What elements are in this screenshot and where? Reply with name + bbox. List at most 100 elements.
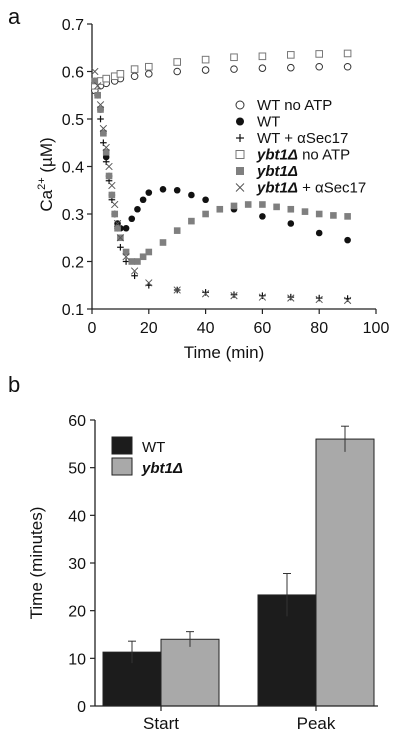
data-point <box>173 227 181 234</box>
line-chart-calcium: 0.1 0.2 0.3 0.4 0.5 0.6 0.7 0 20 40 60 80 100 Time (m… <box>36 17 390 362</box>
data-point <box>230 202 238 210</box>
data-point <box>201 66 210 74</box>
data-point <box>287 220 295 227</box>
x-tick-label: 100 <box>363 320 390 337</box>
y-axis-label: Ca2+ (µM) <box>36 137 56 211</box>
data-point <box>201 55 210 64</box>
y-tick-label: 20 <box>68 604 86 621</box>
legend-label: ybt1Δ no ATP <box>256 147 350 164</box>
data-point <box>139 253 147 261</box>
data-point <box>122 258 130 265</box>
y-tick-label: 60 <box>68 413 86 430</box>
y-tick-label: 30 <box>68 556 86 573</box>
data-point <box>315 210 323 218</box>
data-point <box>258 52 267 61</box>
data-point <box>134 205 141 213</box>
data-point <box>114 224 121 232</box>
bar-chart-timing: 0 10 20 30 40 50 60 Start Peak Time (minutes) WT yb… <box>27 413 378 733</box>
data-point <box>122 248 130 256</box>
data-point <box>130 267 139 275</box>
bar-peak-ybt1 <box>315 438 375 707</box>
data-point <box>130 65 139 73</box>
y-tick-label: 0 <box>77 699 86 716</box>
data-point <box>128 258 136 265</box>
data-point <box>244 201 252 208</box>
data-point <box>102 74 111 83</box>
legend-swatch <box>111 457 133 476</box>
data-point <box>230 291 238 299</box>
data-point <box>99 124 108 133</box>
data-point <box>96 101 105 109</box>
x-tick-label: Start <box>143 714 179 733</box>
panel-label-a: a <box>8 4 21 29</box>
legend-swatch <box>111 436 133 455</box>
data-point <box>122 224 130 232</box>
data-point <box>159 239 167 246</box>
data-point <box>344 213 351 220</box>
data-point <box>139 196 147 204</box>
data-point <box>201 290 210 298</box>
data-point <box>173 186 181 194</box>
x-tick-label: 0 <box>88 320 97 337</box>
x-tick-label: 40 <box>197 320 215 337</box>
y-axis-label: Time (minutes) <box>27 507 46 620</box>
x-tick-label: Peak <box>297 714 336 733</box>
y-tick-label: 0.1 <box>62 302 84 319</box>
data-point <box>315 50 323 58</box>
error-bar <box>341 425 349 452</box>
data-point <box>343 62 352 71</box>
data-point <box>301 208 309 215</box>
data-point <box>108 181 116 190</box>
data-point <box>100 129 107 137</box>
data-point <box>173 67 181 76</box>
data-point <box>315 295 323 304</box>
data-point <box>113 219 122 228</box>
panel-label-b: b <box>8 372 21 397</box>
data-point <box>315 229 323 237</box>
data-point <box>287 294 295 302</box>
data-point <box>145 62 153 71</box>
data-point <box>173 286 181 294</box>
legend-marker <box>235 100 245 110</box>
y-tick-label: 10 <box>68 651 86 668</box>
data-point <box>130 72 139 81</box>
data-point <box>102 148 110 156</box>
data-point <box>117 243 124 251</box>
data-point <box>105 162 113 171</box>
data-point <box>202 289 209 296</box>
legend-marker <box>235 150 245 159</box>
data-point <box>122 253 130 261</box>
data-point <box>159 186 167 193</box>
legend-label: WT <box>257 114 280 131</box>
data-point <box>188 217 195 225</box>
data-point <box>131 272 138 280</box>
x-tick-label: 60 <box>254 320 272 337</box>
legend-label: WT + αSec17 <box>257 130 348 147</box>
data-point <box>91 67 99 76</box>
data-point <box>230 65 238 73</box>
legend-label: ybt1Δ <box>141 460 183 477</box>
y-tick-label: 0.6 <box>62 65 84 82</box>
legend-marker <box>236 134 244 142</box>
data-point <box>97 106 104 113</box>
data-point <box>259 201 266 208</box>
data-point <box>128 215 136 223</box>
legend-label: ybt1Δ + αSec17 <box>256 180 366 197</box>
error-bar <box>186 631 194 647</box>
data-point <box>94 82 102 90</box>
data-point <box>202 210 209 218</box>
data-point <box>344 236 351 244</box>
data-point <box>287 51 295 59</box>
data-point <box>259 292 266 299</box>
data-point <box>287 205 295 213</box>
data-point <box>287 293 295 301</box>
data-point <box>116 70 125 78</box>
legend-label: WT no ATP <box>257 97 332 114</box>
data-point <box>259 213 266 220</box>
data-point <box>97 115 104 123</box>
legend-marker <box>236 117 244 126</box>
data-point <box>258 64 267 72</box>
data-point <box>111 210 119 218</box>
data-point <box>145 70 153 78</box>
data-point <box>330 212 337 219</box>
